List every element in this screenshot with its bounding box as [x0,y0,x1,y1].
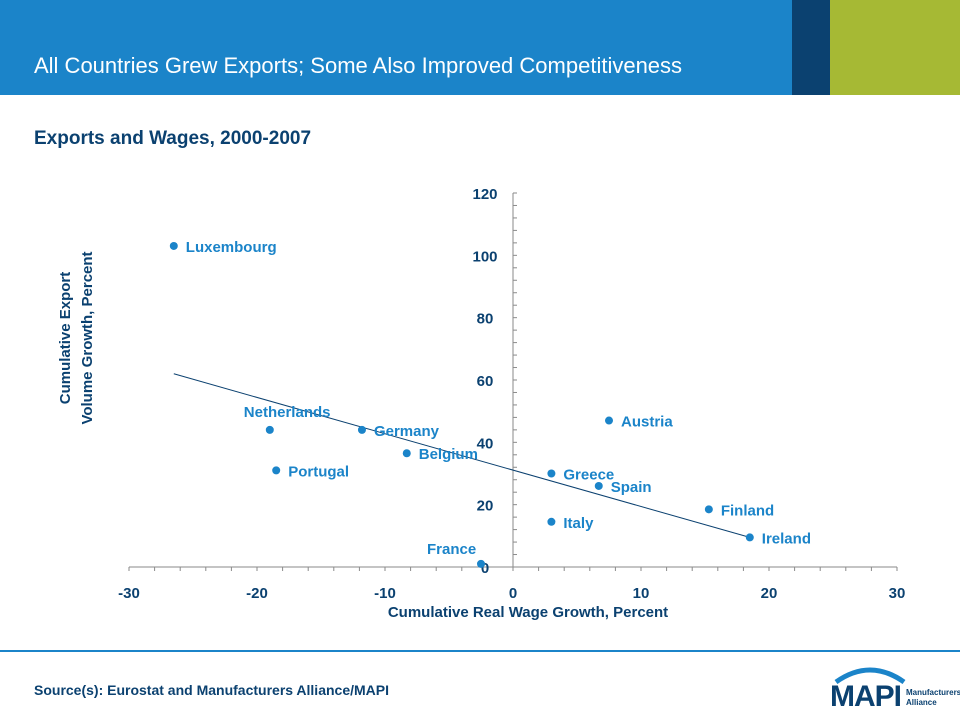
y-tick-label: 120 [472,186,497,203]
point-label: Luxembourg [186,239,277,256]
y-tick-label: 0 [481,560,489,577]
x-tick-label: 30 [889,585,906,602]
mapi-logo: MAPI Manufacturers Alliance [830,660,960,716]
point-label: Austria [621,414,673,431]
point-label: Greece [563,467,614,484]
y-tick-label: 80 [477,311,494,328]
header-stripe-dark [792,0,830,95]
footer-divider [0,650,960,652]
scatter-chart: -30 -20 -10 0 10 20 30 0 20 40 60 80 100 120 Cumulativ… [57,186,906,621]
data-point [402,449,411,458]
data-point [169,241,178,250]
logo-subtext: Manufacturers Alliance [906,688,960,708]
data-point [477,559,485,568]
point-label: Ireland [762,530,811,547]
data-point [357,425,366,434]
y-tick-label: 60 [477,373,494,390]
logo-subtext-line1: Manufacturers [906,688,960,697]
x-tick-label: 20 [761,585,778,602]
point-label: Spain [611,479,652,496]
data-point [704,505,713,514]
chart-title: Exports and Wages, 2000-2007 [34,128,312,149]
data-point [547,517,556,526]
y-axis-label: Cumulative Export [57,272,74,405]
x-tick-label: -10 [374,585,396,602]
x-tick-label: 0 [509,585,517,602]
slide-title: All Countries Grew Exports; Some Also Im… [34,53,683,78]
logo-wordmark: MAPI [830,680,902,713]
source-note: Source(s): Eurostat and Manufacturers Al… [34,682,389,698]
point-label: France [427,541,476,558]
y-axis-label-line2: Volume Growth, Percent [79,251,96,424]
y-tick-label: 100 [472,248,497,265]
logo-arc-icon [834,667,906,684]
point-label: Belgium [419,446,478,463]
x-tick-label: -20 [246,585,268,602]
x-axis-label: Cumulative Real Wage Growth, Percent [388,604,668,621]
point-label: Netherlands [244,404,331,421]
data-point [594,481,603,490]
point-label: Italy [563,515,594,532]
x-tick-label: 10 [633,585,650,602]
header-stripe-green [830,0,960,95]
data-point [547,469,556,478]
y-tick-label: 20 [477,498,494,515]
point-label: Portugal [288,463,349,480]
trend-line [173,373,750,538]
logo-subtext-line2: Alliance [906,698,937,707]
x-tick-label: -30 [118,585,140,602]
data-point [265,425,274,434]
y-tick-label: 40 [477,435,494,452]
data-point [272,466,281,475]
data-point [605,416,613,425]
point-label: Finland [721,502,774,519]
point-label: Germany [374,423,440,440]
data-point [745,533,754,542]
